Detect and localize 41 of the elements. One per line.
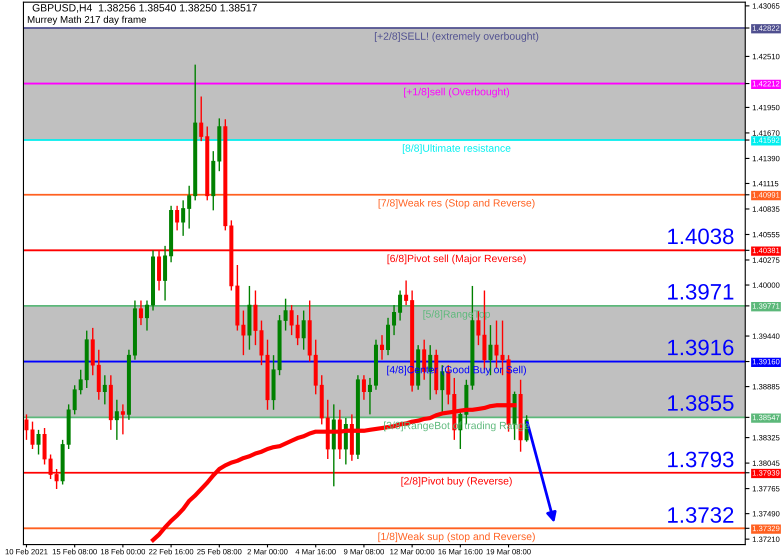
candlestick xyxy=(24,414,28,441)
chart-title: GBPUSD,H4 1.38256 1.38540 1.38250 1.38517 xyxy=(32,4,257,13)
candlestick xyxy=(175,205,180,232)
candlestick xyxy=(114,399,119,441)
candlestick xyxy=(362,374,366,400)
ref-line-label: [2/8]Pivot buy (Reverse) xyxy=(401,476,512,487)
annotation: 1.3916 xyxy=(668,340,734,356)
candlestick xyxy=(181,200,186,237)
candlestick xyxy=(296,314,300,346)
ref-line-label: [1/8]Weak sup (stop and Reverse) xyxy=(378,532,535,542)
candlestick xyxy=(380,334,384,360)
ref-line-label: [+2/8]SELL! (extremely overbought) xyxy=(374,32,538,42)
candlestick xyxy=(284,298,288,332)
candlestick xyxy=(36,429,41,456)
candlestick xyxy=(187,185,192,230)
candlestick xyxy=(144,300,149,332)
annotation: 1.3971 xyxy=(668,284,734,300)
candlestick xyxy=(102,374,107,406)
candlestick xyxy=(368,377,372,416)
ref-line-label: [8/8]Ultimate resistance xyxy=(402,144,510,154)
ref-line-label: [7/8]Weak res (Stop and Reverse) xyxy=(378,198,535,209)
candlestick xyxy=(120,404,125,436)
text: Murrey Math 217 day frame xyxy=(28,16,146,25)
annotation: 1.3855 xyxy=(668,395,734,411)
ref-line-label: [6/8]Pivot sell (Major Reverse) xyxy=(388,254,526,264)
candlestick xyxy=(398,290,402,322)
candlestick xyxy=(290,304,294,336)
candlestick xyxy=(199,96,204,142)
annotation: 1.3732 xyxy=(668,507,734,523)
candlestick xyxy=(72,384,77,416)
candlestick xyxy=(241,310,246,356)
candlestick xyxy=(494,320,499,369)
candlestick xyxy=(30,420,35,450)
candlestick xyxy=(78,369,83,396)
annotation: 1.4038 xyxy=(668,228,734,244)
candlestick xyxy=(404,280,408,306)
candlestick xyxy=(392,304,396,336)
candlestick xyxy=(138,300,143,326)
ref-line-label: [+1/8]sell (Overbought) xyxy=(404,88,510,98)
annotation: 1.3793 xyxy=(668,452,734,468)
candlestick xyxy=(302,310,306,350)
